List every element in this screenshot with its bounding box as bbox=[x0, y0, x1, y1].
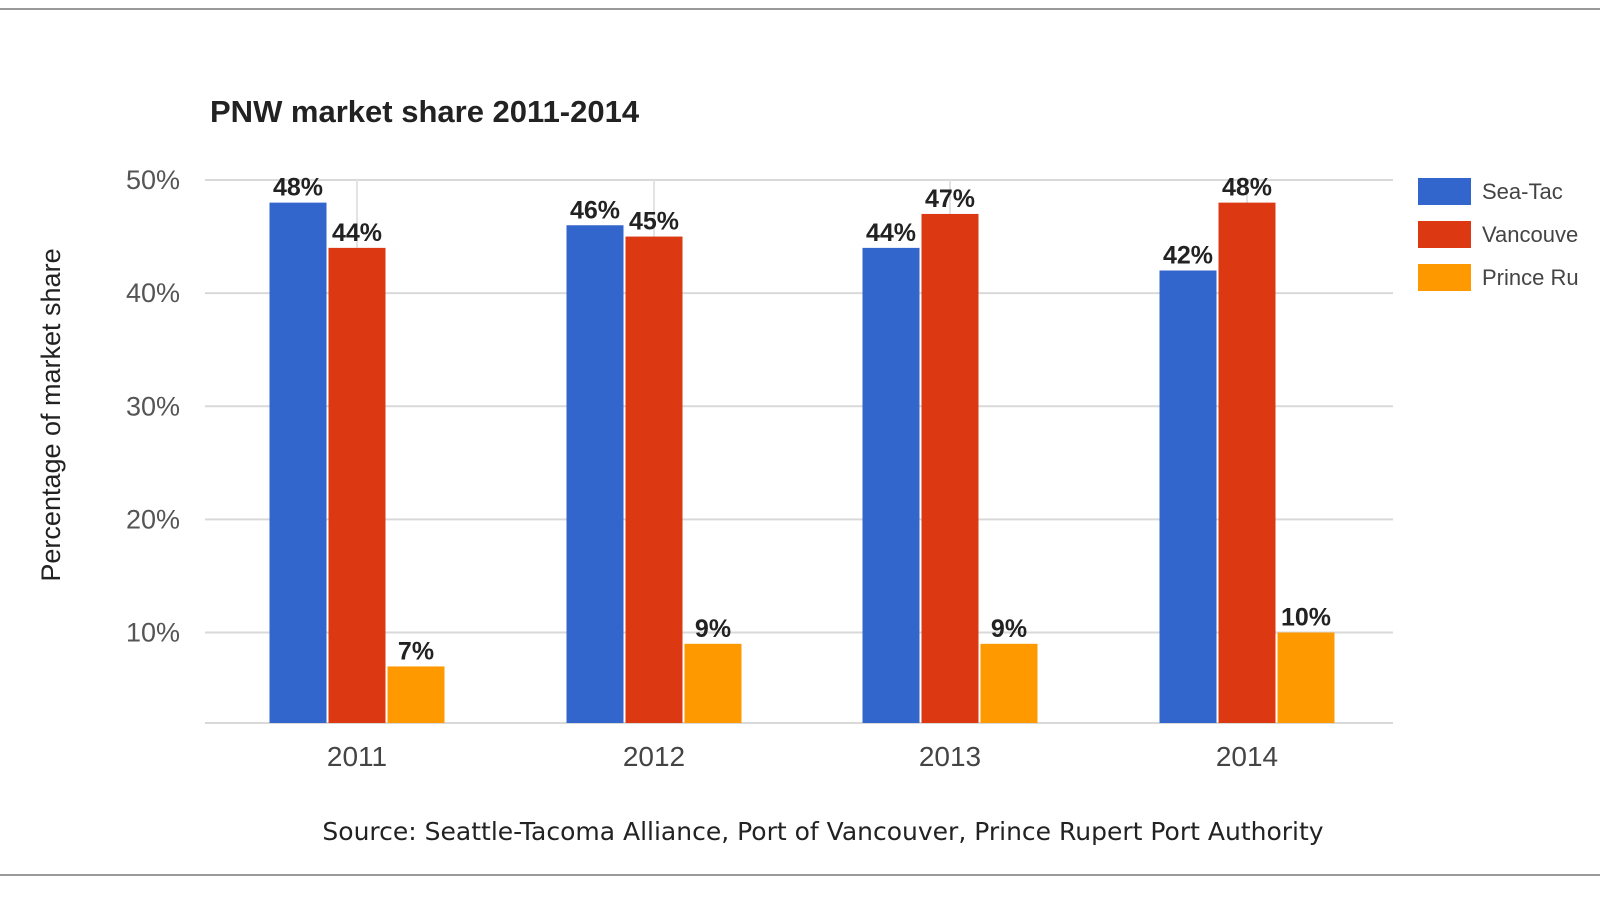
data-label: 9% bbox=[695, 615, 731, 643]
y-tick-label: 30% bbox=[126, 391, 180, 421]
x-category-label: 2013 bbox=[919, 741, 981, 772]
chart-frame bbox=[0, 8, 1600, 876]
legend-swatch bbox=[1418, 264, 1471, 291]
bar bbox=[862, 247, 920, 723]
x-axis-categories: 2011 2012 2013 2014 bbox=[327, 741, 1278, 772]
bar bbox=[1218, 202, 1276, 723]
x-category-label: 2011 bbox=[327, 741, 387, 772]
data-label: 47% bbox=[925, 185, 975, 213]
data-label: 10% bbox=[1281, 604, 1331, 632]
bar bbox=[387, 666, 445, 723]
data-label: 48% bbox=[273, 174, 323, 202]
data-label: 44% bbox=[866, 219, 916, 247]
data-label: 48% bbox=[1222, 174, 1272, 202]
data-label: 44% bbox=[332, 219, 382, 247]
chart-title: PNW market share 2011-2014 bbox=[210, 94, 640, 129]
bar bbox=[684, 643, 742, 723]
bars bbox=[269, 202, 1335, 723]
bar bbox=[566, 225, 624, 723]
legend: Sea-Tac Vancouve Prince Ru bbox=[1418, 178, 1579, 291]
y-tick-label: 50% bbox=[126, 165, 180, 195]
data-labels: 48% 44% 7% 46% 45% 9% 44% 47% 9% 42% 48% 10% bbox=[273, 174, 1331, 666]
bar bbox=[1277, 632, 1335, 723]
x-category-label: 2012 bbox=[623, 741, 685, 772]
legend-label: Sea-Tac bbox=[1482, 179, 1563, 204]
y-tick-label: 40% bbox=[126, 278, 180, 308]
data-label: 42% bbox=[1163, 242, 1213, 270]
bar bbox=[625, 236, 683, 723]
source-note: Source: Seattle-Tacoma Alliance, Port of… bbox=[322, 817, 1323, 846]
data-label: 9% bbox=[991, 615, 1027, 643]
x-category-label: 2014 bbox=[1216, 741, 1278, 772]
y-axis-label: Percentage of market share bbox=[36, 248, 66, 581]
legend-label: Vancouve bbox=[1482, 222, 1578, 247]
data-label: 45% bbox=[629, 208, 679, 236]
data-label: 46% bbox=[570, 196, 620, 224]
data-label: 7% bbox=[398, 637, 434, 665]
y-tick-label: 20% bbox=[126, 504, 180, 534]
bar bbox=[269, 202, 327, 723]
bar bbox=[1159, 270, 1217, 723]
legend-swatch bbox=[1418, 178, 1471, 205]
legend-label: Prince Ru bbox=[1482, 265, 1579, 290]
legend-swatch bbox=[1418, 221, 1471, 248]
bar bbox=[980, 643, 1038, 723]
bar bbox=[328, 247, 386, 723]
bar bbox=[921, 213, 979, 723]
y-tick-label: 10% bbox=[126, 618, 180, 648]
y-axis-ticks: 10% 20% 30% 40% 50% bbox=[126, 165, 180, 648]
